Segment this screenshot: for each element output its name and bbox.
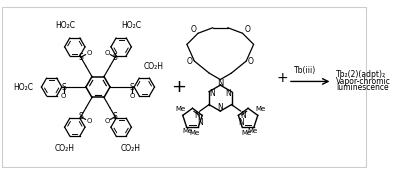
Text: Me: Me [183, 128, 193, 135]
Text: O: O [129, 93, 135, 99]
Text: S: S [130, 82, 135, 92]
Text: O: O [190, 25, 196, 34]
Text: O: O [105, 118, 110, 124]
Text: O: O [244, 25, 250, 34]
Text: O: O [86, 50, 91, 56]
Text: +: + [276, 71, 288, 85]
Text: O: O [61, 93, 67, 99]
Text: Me: Me [255, 106, 265, 112]
Text: HO₂C: HO₂C [121, 21, 141, 30]
Text: S: S [61, 82, 66, 92]
Text: Vapor-chromic: Vapor-chromic [336, 77, 391, 86]
Text: CO₂H: CO₂H [121, 144, 141, 153]
Text: N: N [194, 111, 200, 120]
Text: S: S [78, 53, 83, 62]
Text: N: N [217, 79, 223, 88]
Text: Me: Me [241, 130, 251, 136]
Text: O: O [248, 57, 254, 66]
Text: N: N [217, 103, 223, 112]
Text: luminescence: luminescence [336, 83, 389, 92]
Text: CO₂H: CO₂H [144, 62, 164, 71]
Text: O: O [105, 50, 110, 56]
Text: +: + [171, 78, 186, 96]
Text: Tb(iii): Tb(iii) [293, 66, 316, 75]
Text: Me: Me [175, 106, 186, 112]
Text: O: O [187, 57, 192, 66]
Text: S: S [78, 112, 83, 121]
Text: HO₂C: HO₂C [13, 82, 33, 92]
Text: Me: Me [189, 130, 200, 136]
Text: O: O [86, 118, 91, 124]
Text: N: N [197, 118, 203, 127]
FancyBboxPatch shape [2, 7, 366, 167]
Text: N: N [238, 118, 244, 127]
Text: N: N [209, 89, 215, 98]
Text: S: S [113, 112, 118, 121]
Text: HO₂C: HO₂C [55, 21, 75, 30]
Text: Me: Me [248, 128, 258, 135]
Text: CO₂H: CO₂H [55, 144, 75, 153]
Text: N: N [241, 111, 246, 120]
Text: N: N [225, 89, 231, 98]
Text: S: S [113, 53, 118, 62]
Text: Tb₂(2)(adpt)₂: Tb₂(2)(adpt)₂ [336, 70, 386, 80]
